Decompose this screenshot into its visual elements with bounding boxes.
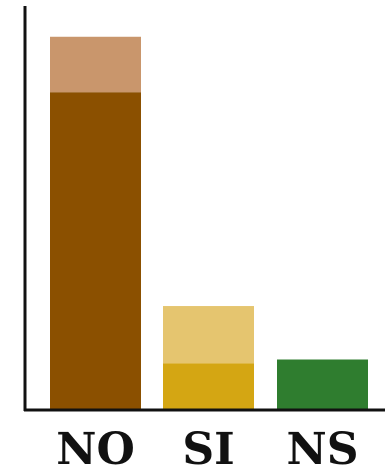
x-tick-label-si: SI [182,424,234,470]
x-tick-label-no: NO [56,424,135,470]
bars-group [50,36,368,409]
tick-labels-group: NO SI NS [56,424,358,470]
bar-no-segment-1 [50,92,141,409]
bar-ns-segment-1 [277,359,368,409]
x-tick-label-ns: NS [287,424,359,470]
bar-si-segment-1 [163,363,254,409]
bar-si-segment-2 [163,306,254,364]
bar-no-segment-2 [50,36,141,93]
